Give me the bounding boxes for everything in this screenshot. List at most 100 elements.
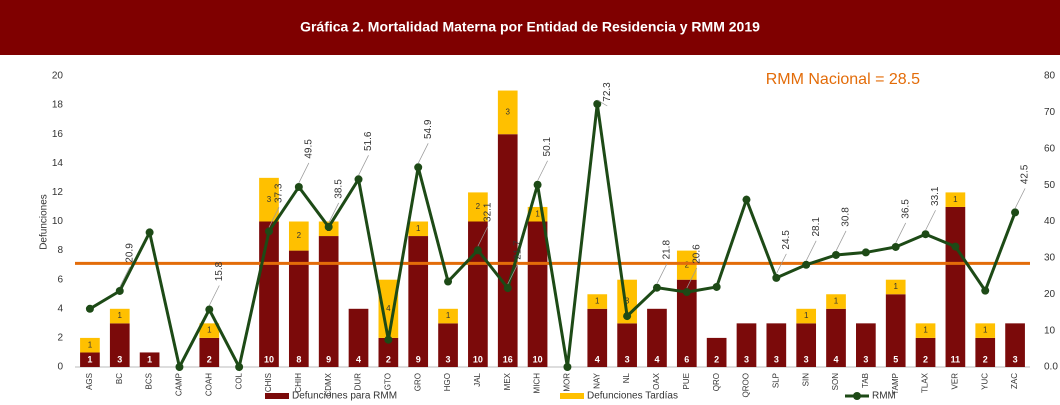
rmm-label: 42.5 xyxy=(1020,164,1031,184)
leader-line xyxy=(358,155,369,176)
bar xyxy=(139,352,160,367)
bar xyxy=(676,250,697,280)
bar-label: 2 xyxy=(923,354,928,364)
leader-line xyxy=(268,207,280,228)
x-tick-label: MOR xyxy=(563,373,572,392)
rmm-label: 51.6 xyxy=(363,131,374,151)
bar xyxy=(408,221,429,237)
y2-tick-label: 10 xyxy=(1044,325,1056,336)
rmm-point xyxy=(981,286,990,295)
rmm-point xyxy=(145,228,154,237)
leader-line xyxy=(208,285,220,306)
bar-label: 2 xyxy=(714,354,719,364)
bar-label: 1 xyxy=(118,311,123,320)
bar xyxy=(915,337,936,367)
x-tick-label: QROO xyxy=(742,373,751,397)
rmm-point xyxy=(175,363,184,371)
bar xyxy=(468,221,488,367)
bar-label: 3 xyxy=(804,354,809,364)
y-axis-label: Defunciones xyxy=(39,194,50,250)
x-tick-label: HGO xyxy=(443,373,452,391)
rmm-label: 33.1 xyxy=(930,186,941,206)
bar xyxy=(975,337,996,367)
y-tick-label: 16 xyxy=(52,129,64,140)
bar xyxy=(796,308,817,324)
y-tick-label: 10 xyxy=(52,216,64,227)
leader-line xyxy=(537,160,548,181)
bar xyxy=(408,236,429,367)
bar xyxy=(438,323,458,367)
bar-label: 16 xyxy=(503,354,513,364)
x-tick-label: TAB xyxy=(861,373,870,388)
x-tick-label: SIN xyxy=(801,373,810,387)
rmm-label: 20.6 xyxy=(691,244,702,264)
x-tick-label: VER xyxy=(951,373,960,390)
bar-label: 1 xyxy=(207,326,212,335)
bar-label: 3 xyxy=(625,297,630,306)
bar-label: 1 xyxy=(923,326,928,335)
leader-line xyxy=(328,202,339,224)
rmm-point xyxy=(205,305,214,314)
bar xyxy=(885,294,906,367)
reference-label: RMM Nacional = 28.5 xyxy=(766,71,920,88)
bar-label: 1 xyxy=(893,282,898,291)
bar xyxy=(80,337,100,353)
leader-line xyxy=(656,263,668,284)
chart-title: Gráfica 2. Mortalidad Materna por Entida… xyxy=(300,19,760,35)
rmm-point xyxy=(623,312,632,321)
x-tick-label: OAX xyxy=(652,372,661,390)
bar xyxy=(885,279,906,295)
bar xyxy=(766,323,787,367)
bar-label: 4 xyxy=(386,304,391,313)
rmm-label: 54.9 xyxy=(423,119,434,139)
x-tick-label: MEX xyxy=(503,372,512,390)
legend-swatch xyxy=(853,392,861,400)
rmm-point xyxy=(802,260,811,269)
bar-label: 2 xyxy=(207,354,212,364)
x-tick-label: COL xyxy=(234,372,243,389)
y2-tick-label: 30 xyxy=(1044,253,1056,264)
rmm-point xyxy=(921,230,930,239)
bar xyxy=(587,308,608,367)
leader-line xyxy=(298,162,310,184)
x-tick-label: AGS xyxy=(85,373,94,390)
x-tick-label: CAMP xyxy=(175,373,184,396)
rmm-label: 38.5 xyxy=(333,179,344,199)
x-tick-label: QRO xyxy=(712,373,721,391)
x-tick-label: NL xyxy=(622,372,631,383)
bar xyxy=(497,90,518,135)
leader-line xyxy=(417,143,429,164)
bar-label: 3 xyxy=(506,107,511,116)
rmm-point xyxy=(861,248,870,257)
bar xyxy=(497,134,518,367)
bar-label: 3 xyxy=(1013,354,1018,364)
bar xyxy=(438,308,458,324)
bar-label: 1 xyxy=(804,311,809,320)
rmm-label: 50.1 xyxy=(542,137,553,157)
bar-label: 1 xyxy=(834,297,839,306)
bar-label: 10 xyxy=(533,354,543,364)
bar xyxy=(706,337,727,367)
bar xyxy=(288,250,309,367)
bar-label: 1 xyxy=(983,326,988,335)
bar xyxy=(318,236,339,367)
bar-label: 1 xyxy=(147,354,152,364)
bar-label: 9 xyxy=(416,354,421,364)
x-tick-label: CDMX xyxy=(324,372,333,396)
y-tick-label: 4 xyxy=(57,303,63,314)
rmm-point xyxy=(354,175,363,184)
bar xyxy=(647,308,667,367)
y-tick-label: 14 xyxy=(52,158,64,169)
x-tick-label: PUE xyxy=(682,373,691,389)
rmm-point xyxy=(384,335,393,344)
leader-line xyxy=(925,210,936,231)
bar xyxy=(796,323,817,367)
bar-label: 3 xyxy=(744,354,749,364)
y-tick-label: 0 xyxy=(57,362,63,373)
y-tick-label: 18 xyxy=(52,100,64,111)
bar-label: 10 xyxy=(264,354,274,364)
bar xyxy=(80,352,100,367)
leader-line xyxy=(597,99,608,107)
rmm-point xyxy=(85,304,94,313)
rmm-label: 24.5 xyxy=(781,230,792,250)
